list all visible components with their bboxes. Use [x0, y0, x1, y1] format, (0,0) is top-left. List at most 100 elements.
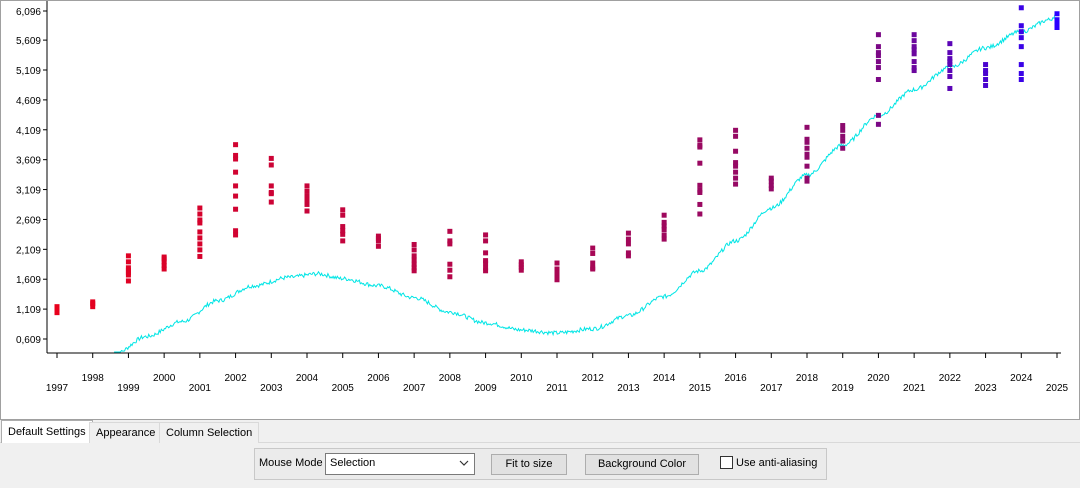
data-point — [947, 62, 953, 68]
x-tick-label: 2009 — [474, 383, 497, 394]
data-point — [197, 235, 203, 241]
background-color-button[interactable]: Background Color — [585, 454, 699, 475]
y-tick-label: 0,609 — [16, 335, 41, 346]
x-tick-label: 1998 — [82, 373, 105, 384]
tab-appearance[interactable]: Appearance — [89, 422, 163, 443]
data-point — [304, 193, 310, 199]
data-point — [590, 245, 596, 251]
data-point — [125, 259, 131, 265]
y-tick-label: 5,109 — [16, 66, 41, 77]
data-point — [590, 260, 596, 266]
fit-to-size-button[interactable]: Fit to size — [491, 454, 567, 475]
data-point — [947, 85, 953, 91]
x-tick-label: 2025 — [1046, 383, 1069, 394]
data-point — [1018, 5, 1024, 11]
x-tick-label: 2005 — [332, 383, 355, 394]
chevron-down-icon — [459, 460, 469, 466]
data-point — [875, 112, 881, 118]
data-point — [911, 32, 917, 38]
data-point — [733, 160, 739, 166]
data-point — [840, 127, 846, 133]
toolbar-group: Mouse Mode Selection Fit to size Backgro… — [254, 448, 827, 480]
data-point — [911, 38, 917, 44]
data-point — [875, 44, 881, 50]
y-tick-label: 6,096 — [16, 7, 41, 18]
data-point — [947, 41, 953, 47]
data-point — [340, 207, 346, 213]
data-point — [733, 175, 739, 181]
data-point — [197, 217, 203, 223]
y-tick-label: 2,609 — [16, 215, 41, 226]
data-point — [697, 182, 703, 188]
data-point — [697, 211, 703, 217]
data-point — [1018, 44, 1024, 50]
data-point — [875, 77, 881, 83]
data-point — [697, 187, 703, 193]
settings-panel: Mouse Mode Selection Fit to size Backgro… — [0, 443, 1080, 488]
data-point — [483, 232, 489, 238]
data-point — [340, 231, 346, 237]
x-tick-label: 2012 — [582, 373, 605, 384]
data-point — [947, 74, 953, 80]
data-point — [197, 241, 203, 247]
anti-aliasing-label: Use anti-aliasing — [736, 457, 818, 469]
x-tick-label: 2019 — [832, 383, 855, 394]
x-tick-label: 2004 — [296, 373, 319, 384]
data-point — [661, 232, 667, 238]
data-point — [233, 169, 239, 175]
data-point — [554, 274, 560, 280]
data-point — [90, 301, 96, 307]
data-point — [804, 154, 810, 160]
data-point — [661, 219, 667, 225]
data-point — [125, 265, 131, 271]
data-point — [483, 238, 489, 244]
data-point — [233, 183, 239, 189]
x-tick-label: 2011 — [546, 383, 568, 394]
data-point — [340, 224, 346, 230]
y-tick-label: 3,609 — [16, 156, 41, 167]
data-point — [197, 253, 203, 259]
data-point — [1018, 77, 1024, 83]
data-point — [911, 65, 917, 71]
data-point — [947, 59, 953, 65]
data-point — [768, 175, 774, 181]
mouse-mode-select[interactable]: Selection — [325, 453, 475, 475]
data-point — [268, 183, 274, 189]
tab-default-settings[interactable]: Default Settings — [1, 420, 93, 444]
data-point — [233, 193, 239, 199]
data-point — [447, 238, 453, 244]
data-point — [447, 228, 453, 234]
data-point — [768, 186, 774, 192]
data-point — [161, 259, 167, 265]
y-tick-label: 1,609 — [16, 275, 41, 286]
anti-aliasing-checkbox[interactable]: Use anti-aliasing — [720, 456, 817, 469]
data-point — [875, 59, 881, 65]
tab-column-selection[interactable]: Column Selection — [159, 422, 260, 443]
data-point — [625, 230, 631, 236]
data-point — [1054, 11, 1060, 17]
data-point — [625, 250, 631, 256]
data-point — [840, 138, 846, 144]
data-point — [804, 178, 810, 184]
y-tick-label: 4,109 — [16, 126, 41, 137]
data-point — [233, 152, 239, 158]
data-point — [947, 50, 953, 56]
data-point — [340, 212, 346, 218]
data-point — [983, 68, 989, 74]
data-point — [268, 199, 274, 205]
x-tick-label: 2016 — [724, 373, 747, 384]
plot-panel[interactable]: 0,609 1,109 1,609 2,109 2,609 3,109 3,609 4,109… — [0, 0, 1080, 420]
x-tick-label: 2022 — [939, 373, 962, 384]
checkbox-box[interactable] — [720, 456, 733, 469]
data-point — [875, 32, 881, 38]
data-point — [590, 265, 596, 271]
x-tick-label: 2013 — [617, 383, 640, 394]
data-point — [1054, 24, 1060, 30]
data-point — [947, 68, 953, 74]
data-point — [625, 253, 631, 259]
scatter-plot[interactable]: 0,609 1,109 1,609 2,109 2,609 3,109 3,609 4,109… — [1, 1, 1079, 419]
data-point — [733, 163, 739, 169]
data-point — [625, 241, 631, 247]
data-point — [804, 151, 810, 157]
data-point — [375, 236, 381, 242]
